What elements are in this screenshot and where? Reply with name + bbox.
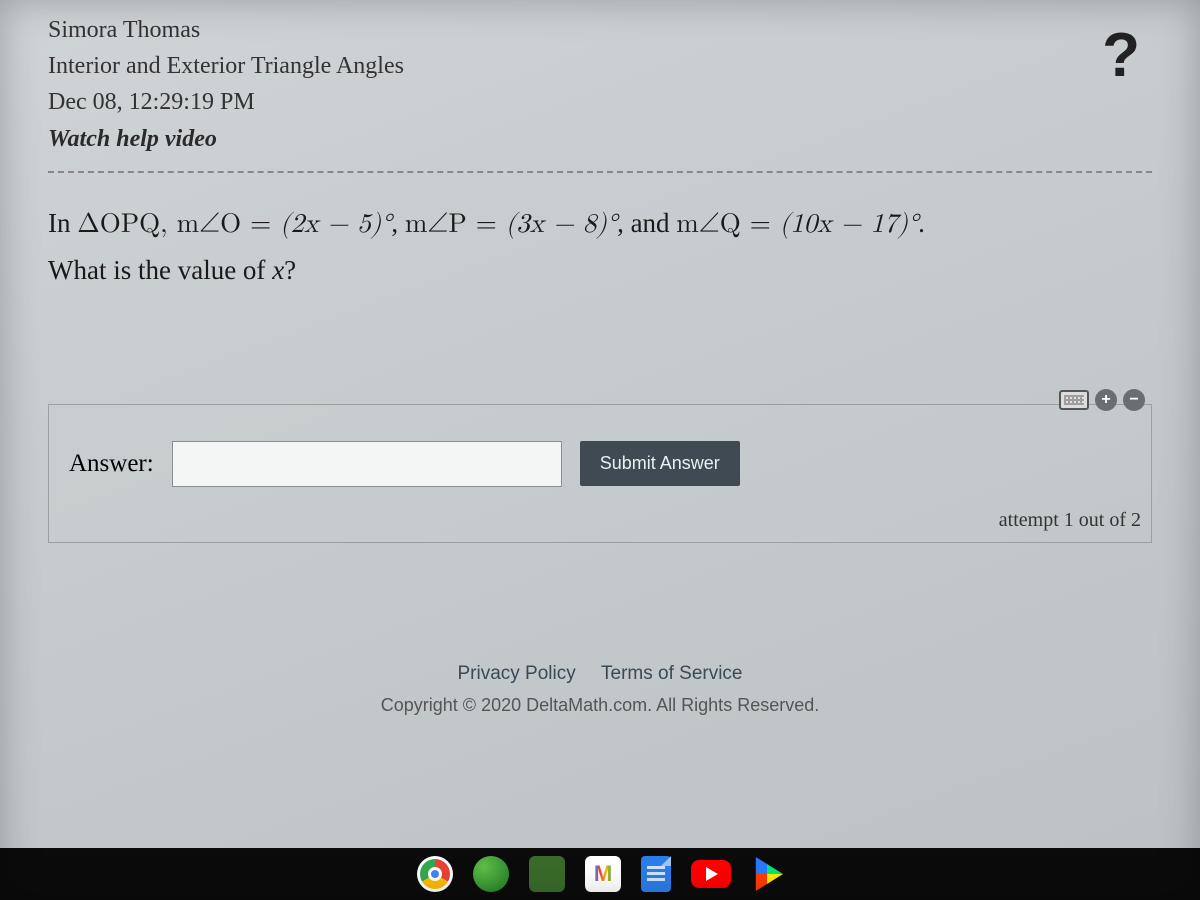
assignment-title: Interior and Exterior Triangle Angles [48,48,1152,84]
sep-2: , and [617,208,676,238]
watch-help-video-link[interactable]: Watch help video [48,126,217,153]
privacy-policy-link[interactable]: Privacy Policy [457,663,575,684]
youtube-icon[interactable] [691,860,731,888]
problem-prefix: In [48,208,77,238]
problem-statement: In ΔOPQ, m∠O = (2x − 5)°, m∠P = (3x − 8)… [48,201,1152,294]
angle-q-expr: (10x − 17)° [780,211,918,238]
play-store-icon[interactable] [751,857,783,891]
answer-input[interactable] [172,441,562,487]
keyboard-icon[interactable] [1059,390,1089,410]
angle-o-expr: (2x − 5)° [280,211,391,238]
docs-icon[interactable] [641,856,671,892]
angle-p-expr: (3x − 8)° [506,211,617,238]
app-icon[interactable] [473,856,509,892]
student-name: Simora Thomas [48,12,1152,48]
attempt-counter: attempt 1 out of 2 [49,501,1151,542]
game-icon[interactable] [529,856,565,892]
footer-links: Privacy Policy Terms of Service [48,663,1152,685]
gmail-icon[interactable] [585,856,621,892]
angle-o-label: m∠O [177,211,242,238]
timestamp: Dec 08, 12:29:19 PM [48,84,1152,120]
taskbar [0,848,1200,900]
angle-q-label: m∠Q [676,211,741,238]
question-line: What is the value of x? [48,255,296,285]
triangle-name: ΔOPQ, [77,211,176,238]
help-icon[interactable]: ? [1102,20,1140,91]
equals-2: = [467,211,506,238]
zoom-in-button[interactable]: + [1095,389,1117,411]
answer-panel: + − Answer: Submit Answer attempt 1 out … [48,404,1152,543]
section-divider [48,171,1152,173]
submit-answer-button[interactable]: Submit Answer [580,441,740,486]
angle-p-label: m∠P [405,211,467,238]
terms-of-service-link[interactable]: Terms of Service [601,663,742,684]
equals-3: = [741,211,780,238]
problem-tail: . [918,208,925,238]
copyright-text: Copyright © 2020 DeltaMath.com. All Righ… [48,695,1152,716]
equals-1: = [241,211,280,238]
zoom-out-button[interactable]: − [1123,389,1145,411]
sep-1: , [391,208,405,238]
chrome-icon[interactable] [417,856,453,892]
answer-label: Answer: [69,450,154,478]
